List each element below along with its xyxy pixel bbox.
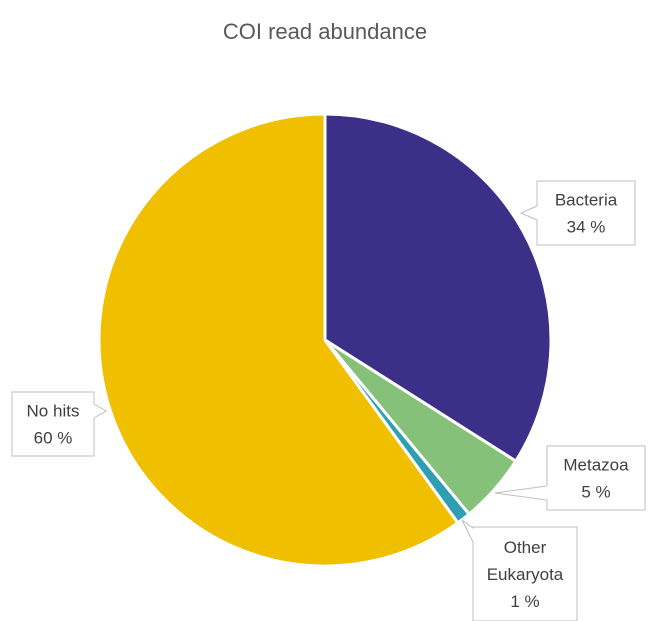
callout-box xyxy=(494,445,646,511)
callout-box xyxy=(11,391,107,457)
chart-title: COI read abundance xyxy=(223,19,427,44)
callout-box xyxy=(519,180,636,246)
data-label-value: 5 % xyxy=(581,483,610,502)
data-label-name: Metazoa xyxy=(563,456,629,475)
data-label-callouts: Bacteria 34 % Metazoa 5 % Other Eukaryota 1 % N… xyxy=(11,180,646,621)
data-label-metazoa: Metazoa 5 % xyxy=(494,445,646,511)
pie-slice-no-hits xyxy=(97,112,460,568)
data-label-name: Other xyxy=(504,538,547,557)
callout-box xyxy=(461,519,578,621)
pie-slices xyxy=(97,112,553,568)
data-label-other-eukaryota: Other Eukaryota 1 % xyxy=(461,519,578,621)
data-label-value: 1 % xyxy=(510,592,539,611)
data-label-name: Eukaryota xyxy=(487,565,564,584)
data-label-bacteria: Bacteria 34 % xyxy=(519,180,636,246)
data-label-value: 34 % xyxy=(567,218,606,237)
data-label-name: No hits xyxy=(27,402,80,421)
data-label-value: 60 % xyxy=(34,429,73,448)
data-label-no-hits: No hits 60 % xyxy=(11,391,107,457)
data-label-name: Bacteria xyxy=(555,191,618,210)
